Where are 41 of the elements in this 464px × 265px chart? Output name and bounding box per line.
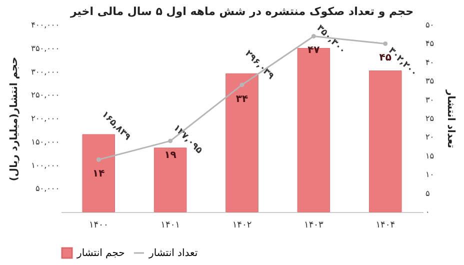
y-tick-label: ۲۵۰,۰۰۰ — [31, 90, 60, 100]
point — [96, 157, 101, 162]
data-label: ۲۹۶,۰۳۹ — [242, 48, 276, 82]
y2-axis-title: تعداد انتشار — [445, 88, 456, 148]
chart-title: حجم و تعداد صکوک منتشره در شش ماهه اول ۵ سال مالی اخیر — [69, 5, 414, 18]
data-label: ۱۴ — [92, 168, 105, 180]
data-label: ۴۷ — [308, 45, 320, 56]
y-axis-title: حجم انتشار(میلیارد ریال) — [9, 56, 20, 182]
y2-tick-label: ۴۰ — [426, 58, 434, 67]
data-label: ۱۹ — [164, 150, 176, 161]
y2-tick-label: ۵۰ — [426, 20, 434, 30]
data-label: ۳۴ — [236, 94, 248, 105]
y-tick-label: ۱۰۰,۰۰۰ — [31, 160, 60, 170]
point — [240, 82, 244, 88]
data-label: ۴۵ — [379, 52, 392, 64]
x-tick-label: ۱۴۰۱ — [160, 220, 180, 230]
x-tick-label: ۱۴۰۰ — [88, 220, 108, 230]
y-tick-label: ۱۵۰,۰۰۰ — [31, 137, 60, 146]
point — [383, 41, 388, 46]
x-tick-label: ۱۴۰۲ — [232, 220, 252, 230]
x-tick-label: ۱۴۰۳ — [304, 220, 324, 230]
legend-label: حجم انتشار — [76, 248, 125, 259]
point — [168, 138, 173, 144]
y2-tick-label: ۱۵ — [426, 151, 434, 160]
y2-tick-label: ۳۵ — [426, 76, 434, 86]
y-tick-label: ۳۰۰,۰۰۰ — [31, 67, 60, 76]
y-tick-label: ۳۵۰,۰۰۰ — [31, 44, 60, 53]
y-tick-label: ۵۰,۰۰۰ — [35, 184, 60, 194]
y-tick-label: ۴۰۰,۰۰۰ — [31, 20, 60, 30]
y2-tick-label: ۴۵ — [426, 39, 434, 48]
y2-tick-label: ۱۰ — [426, 170, 434, 180]
y2-tick-label: ۲۰ — [426, 132, 434, 142]
x-tick-label: ۱۴۰۴ — [376, 220, 396, 230]
y2-tick-label: ۳۰ — [426, 95, 434, 104]
point — [311, 34, 316, 38]
data-label: ۱۶۵,۸۳۹ — [99, 110, 132, 143]
y-tick-label: ۲۰۰,۰۰۰ — [31, 114, 60, 123]
legend-label: تعداد انتشار — [148, 248, 198, 259]
y2-tick-label: ۲۵ — [426, 114, 434, 123]
y2-tick-label: ۰ — [426, 208, 430, 216]
y2-tick-label: ۵ — [426, 188, 430, 198]
